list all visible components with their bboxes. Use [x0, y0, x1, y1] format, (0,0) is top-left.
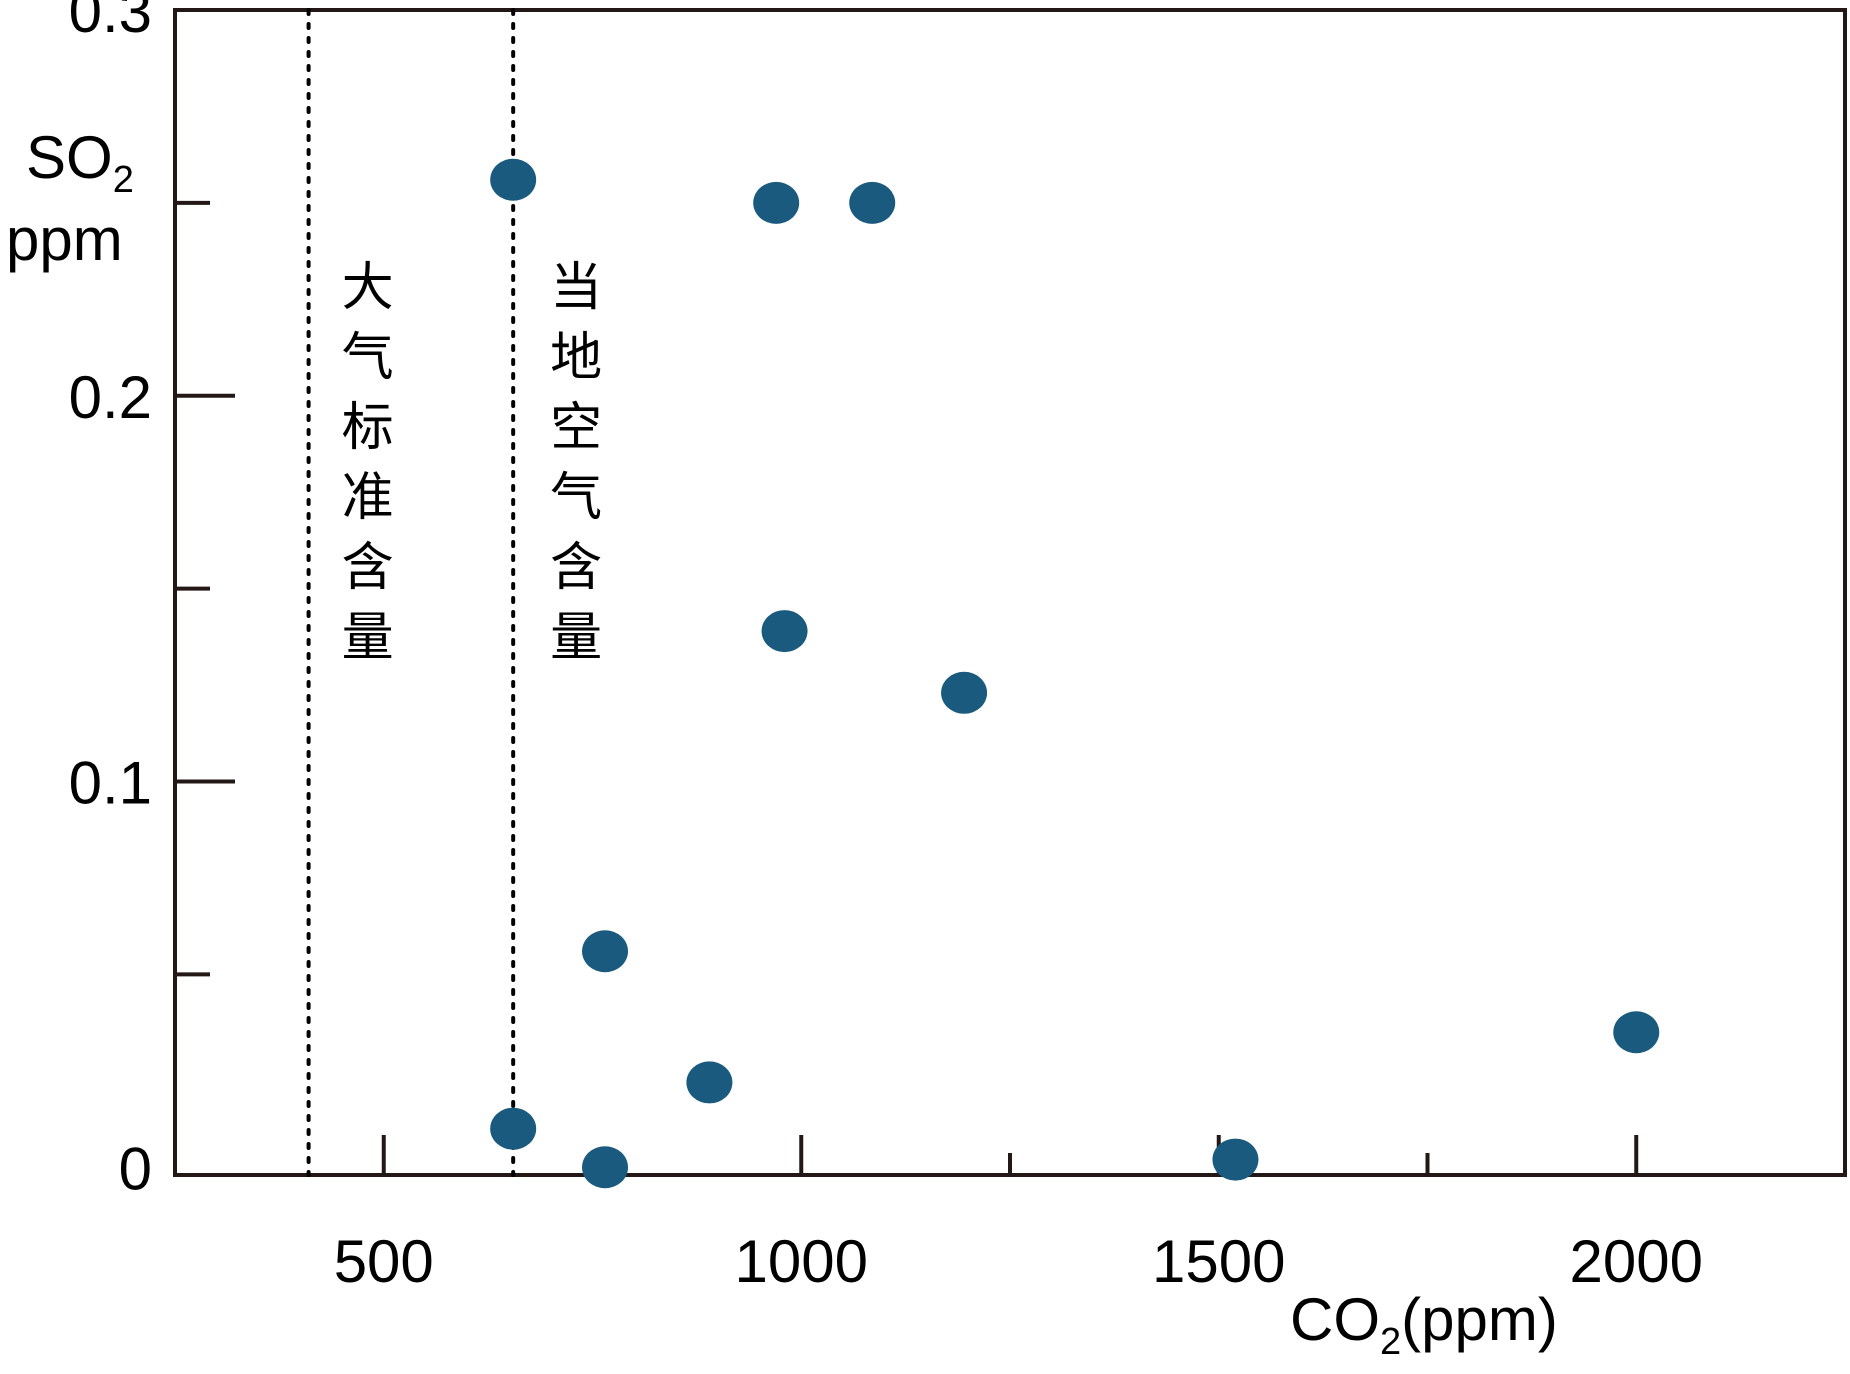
data-point [490, 1107, 537, 1150]
data-point [761, 610, 808, 653]
data-point [1212, 1138, 1259, 1181]
y-axis-label-line1: SO2 [26, 124, 134, 201]
y-tick-label: 0.2 [69, 364, 152, 431]
reference-line-label-1: 大气标准含量 [342, 258, 394, 668]
x-tick-label: 1000 [735, 1228, 868, 1295]
y-tick-label: 0.3 [69, 0, 152, 45]
data-point [582, 930, 629, 973]
data-point [490, 158, 537, 201]
y-tick-label: 0.1 [69, 750, 152, 817]
data-point [686, 1061, 733, 1104]
y-axis-label-line2: ppm [6, 206, 123, 273]
x-axis-ticks: 500 1000 1500 2000 [334, 1135, 1703, 1295]
plot-frame [173, 8, 1847, 1177]
data-point [753, 181, 800, 224]
y-axis-ticks: 0 0.1 0.2 0.3 [69, 0, 235, 1202]
x-tick-label: 2000 [1570, 1228, 1703, 1295]
y-tick-label: 0 [119, 1135, 152, 1202]
reference-line-label-2: 当地空气含量 [550, 258, 602, 668]
reference-lines: 大气标准含量 当地空气含量 [306, 8, 602, 1177]
x-axis-label: CO2(ppm) [1290, 1286, 1558, 1363]
data-point [582, 1146, 629, 1189]
x-tick-label: 500 [334, 1228, 434, 1295]
data-point [849, 181, 896, 224]
data-point [941, 671, 988, 714]
data-points [490, 158, 1660, 1189]
data-point [1613, 1011, 1660, 1054]
x-tick-label: 1500 [1152, 1228, 1285, 1295]
